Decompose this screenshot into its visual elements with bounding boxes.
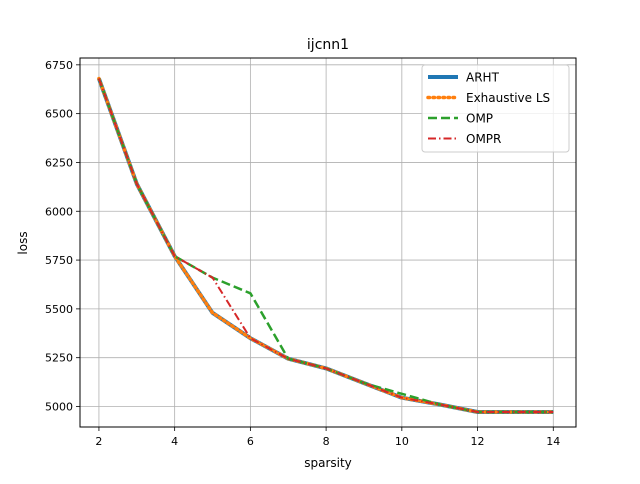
legend-label: ARHT bbox=[466, 71, 500, 85]
y-tick-label: 6250 bbox=[45, 156, 73, 169]
y-axis-ticks: 5000 5250 5500 5750 6000 6250 6500 6750 bbox=[45, 59, 80, 414]
x-tick-label: 2 bbox=[95, 435, 102, 448]
legend-label: OMP bbox=[466, 112, 493, 126]
y-tick-label: 6750 bbox=[45, 59, 73, 72]
y-tick-label: 5500 bbox=[45, 303, 73, 316]
x-tick-label: 10 bbox=[395, 435, 409, 448]
x-tick-label: 4 bbox=[171, 435, 178, 448]
y-tick-label: 6500 bbox=[45, 108, 73, 121]
x-axis-label: sparsity bbox=[304, 456, 352, 470]
y-axis-label: loss bbox=[16, 231, 30, 254]
legend-label: Exhaustive LS bbox=[466, 91, 550, 105]
series-layer bbox=[97, 76, 556, 414]
y-tick-label: 5750 bbox=[45, 254, 73, 267]
x-axis-ticks: 2 4 6 8 10 12 14 bbox=[95, 427, 560, 448]
chart-title: ijcnn1 bbox=[307, 37, 349, 53]
x-tick-label: 14 bbox=[546, 435, 560, 448]
y-tick-label: 6000 bbox=[45, 205, 73, 218]
x-tick-label: 8 bbox=[323, 435, 330, 448]
x-tick-label: 6 bbox=[247, 435, 254, 448]
x-tick-label: 12 bbox=[471, 435, 485, 448]
y-tick-label: 5250 bbox=[45, 352, 73, 365]
series-line-ompr bbox=[97, 78, 554, 413]
legend-box bbox=[421, 64, 570, 153]
legend: ARHT Exhaustive LS OMP OMPR bbox=[421, 64, 570, 153]
y-tick-label: 5000 bbox=[45, 401, 73, 414]
legend-label: OMPR bbox=[466, 132, 501, 146]
plot-frame bbox=[79, 57, 577, 428]
